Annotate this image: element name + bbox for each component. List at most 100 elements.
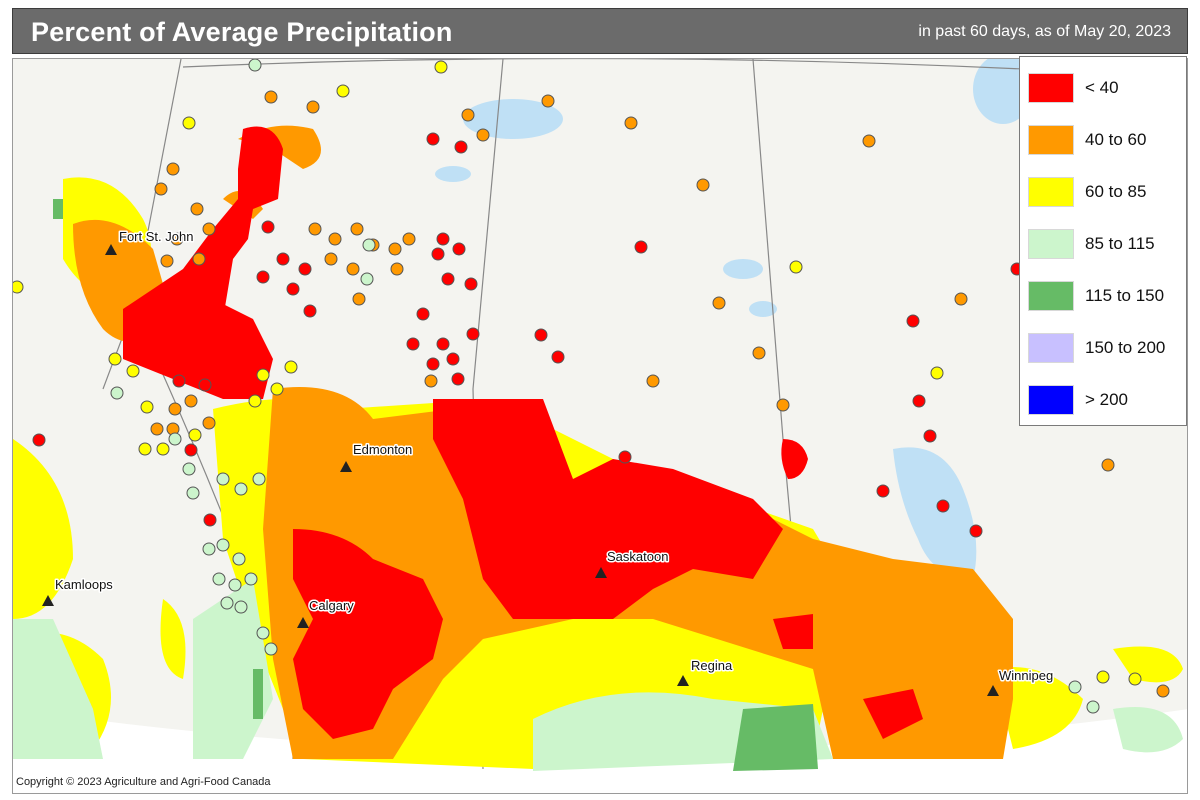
station — [150, 422, 164, 436]
station — [912, 394, 926, 408]
region — [53, 199, 63, 219]
station — [390, 262, 404, 276]
lake — [749, 301, 777, 317]
station — [464, 277, 478, 291]
station — [220, 596, 234, 610]
station — [32, 433, 46, 447]
station — [228, 578, 242, 592]
city-label: Winnipeg — [999, 668, 1053, 683]
station — [752, 346, 766, 360]
legend-item-150-200: 150 to 200 — [1028, 333, 1184, 367]
station — [454, 140, 468, 154]
station — [156, 442, 170, 456]
station — [624, 116, 638, 130]
station — [466, 327, 480, 341]
station — [256, 270, 270, 284]
station — [406, 337, 420, 351]
station — [424, 374, 438, 388]
city-edmonton[interactable]: Edmonton — [340, 441, 414, 472]
station — [862, 134, 876, 148]
city-regina[interactable]: Regina — [677, 657, 734, 686]
station — [298, 262, 312, 276]
station — [234, 600, 248, 614]
station — [184, 443, 198, 457]
station — [936, 499, 950, 513]
station — [930, 366, 944, 380]
station — [202, 222, 216, 236]
station — [203, 513, 217, 527]
station — [446, 352, 460, 366]
station — [431, 247, 445, 261]
precipitation-map: Fort St. John Edmonton Kamloops Calgary … — [13, 59, 1187, 793]
region — [433, 399, 783, 619]
station — [541, 94, 555, 108]
city-winnipeg[interactable]: Winnipeg — [987, 667, 1055, 696]
station — [264, 90, 278, 104]
lake — [435, 166, 471, 182]
station — [1128, 672, 1142, 686]
station — [188, 428, 202, 442]
nwt-border — [182, 59, 1024, 70]
legend-swatch — [1028, 333, 1074, 363]
station — [402, 232, 416, 246]
station — [182, 462, 196, 476]
station — [328, 232, 342, 246]
legend-item-over-200: > 200 — [1028, 385, 1184, 419]
station — [192, 252, 206, 266]
city-kamloops[interactable]: Kamloops — [42, 576, 115, 606]
hudson-bay — [973, 59, 1033, 124]
station — [190, 202, 204, 216]
station — [261, 220, 275, 234]
legend-label: 60 to 85 — [1085, 182, 1147, 201]
legend-swatch — [1028, 177, 1074, 207]
region — [160, 599, 186, 679]
station — [182, 116, 196, 130]
city-marker-icon — [987, 685, 999, 696]
station — [906, 314, 920, 328]
station — [184, 394, 198, 408]
station — [256, 368, 270, 382]
station — [13, 280, 24, 294]
station — [264, 642, 278, 656]
region — [773, 614, 813, 649]
station — [618, 450, 632, 464]
legend-label: 150 to 200 — [1085, 338, 1166, 357]
station — [352, 292, 366, 306]
station — [461, 108, 475, 122]
city-saskatoon[interactable]: Saskatoon — [595, 548, 670, 578]
station — [284, 360, 298, 374]
map-panel[interactable]: Fort St. John Edmonton Kamloops Calgary … — [12, 58, 1188, 794]
station — [789, 260, 803, 274]
region — [123, 299, 273, 399]
station — [434, 60, 448, 74]
city-fort-st-john[interactable]: Fort St. John — [105, 228, 195, 255]
usa-area — [13, 709, 1187, 793]
station — [646, 374, 660, 388]
region — [863, 689, 923, 739]
legend-item-60-85: 60 to 85 — [1028, 177, 1184, 211]
city-calgary[interactable]: Calgary — [297, 597, 356, 628]
region — [293, 529, 443, 739]
station — [324, 252, 338, 266]
stations-60-85 — [13, 60, 1142, 686]
station — [154, 182, 168, 196]
station — [634, 240, 648, 254]
station — [110, 386, 124, 400]
station — [202, 542, 216, 556]
station — [198, 378, 212, 392]
station — [360, 272, 374, 286]
station — [551, 350, 565, 364]
station — [212, 572, 226, 586]
region — [993, 667, 1083, 749]
station — [172, 374, 186, 388]
station — [388, 242, 402, 256]
legend-swatch — [1028, 73, 1074, 103]
region — [13, 439, 73, 619]
station-markers — [13, 59, 1170, 714]
title-bar: Percent of Average Precipitation in past… — [12, 8, 1188, 54]
region — [781, 439, 808, 479]
station — [696, 178, 710, 192]
station — [452, 242, 466, 256]
station — [1156, 684, 1170, 698]
